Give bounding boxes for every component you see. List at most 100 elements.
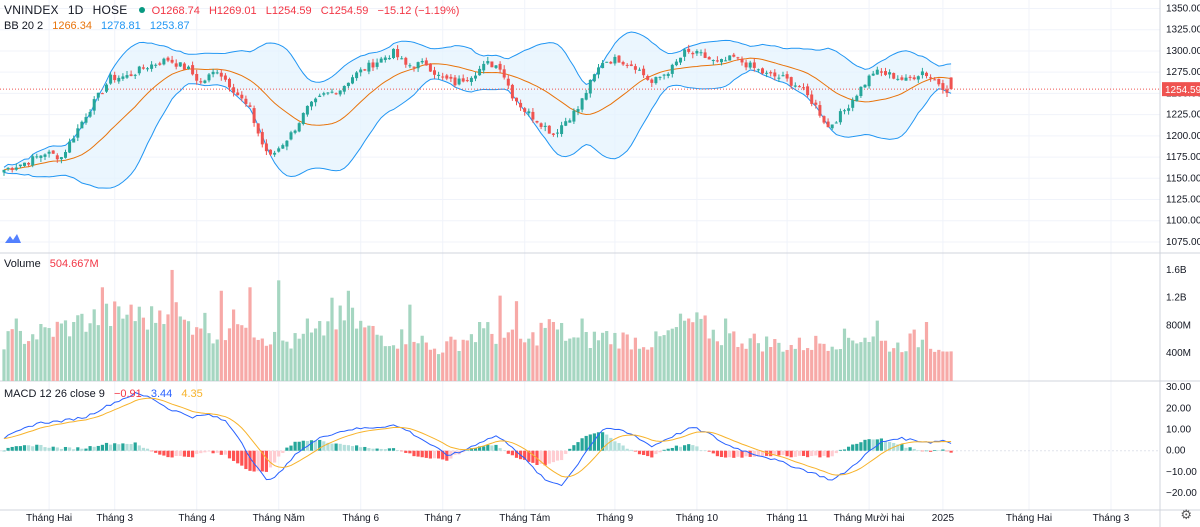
candle-body (248, 105, 252, 107)
candle-body (170, 59, 174, 63)
macd-histogram-bar (232, 450, 236, 461)
macd-histogram-bar (674, 445, 678, 451)
volume-bar (543, 327, 547, 381)
macd-histogram-bar (289, 445, 293, 451)
macd-histogram-bar (797, 450, 801, 456)
candle-body (285, 140, 289, 147)
ohlc-change: −15.12 (−1.19%) (377, 5, 460, 17)
candle-body (625, 64, 629, 66)
macd-histogram-bar (941, 449, 945, 451)
volume-bar (699, 318, 703, 381)
volume-bar (412, 341, 416, 381)
macd-histogram-bar (707, 450, 711, 452)
macd-histogram-bar (416, 450, 420, 457)
candle-body (223, 75, 227, 80)
volume-bar (215, 339, 219, 381)
macd-histogram-bar (601, 432, 605, 451)
volume-tick-label: 1.6B (1166, 265, 1187, 276)
macd-series (0, 391, 1160, 487)
bb-lower-line (3, 69, 952, 189)
macd-histogram-bar (424, 450, 428, 458)
candle-body (847, 108, 851, 111)
macd-histogram-bar (35, 444, 39, 451)
macd-histogram-bar (830, 450, 834, 457)
candle-body (732, 54, 736, 57)
macd-histogram-bar (621, 445, 625, 451)
macd-histogram-bar (432, 450, 437, 459)
volume-bar (322, 335, 326, 381)
candle-body (392, 48, 395, 59)
candle-body (535, 121, 539, 123)
candle-body (925, 72, 928, 77)
volume-bar (933, 351, 937, 381)
volume-bar (740, 343, 744, 381)
candle-body (720, 59, 723, 63)
volume-bar (355, 328, 359, 381)
volume-bar (490, 333, 494, 381)
candlestick-series[interactable] (2, 44, 953, 176)
candle-body (416, 62, 420, 69)
volume-bar (510, 329, 514, 381)
volume-bar (244, 327, 248, 381)
candle-body (35, 156, 39, 158)
volume-bar (22, 343, 27, 381)
volume-bar (596, 340, 601, 381)
candle-body (297, 123, 301, 132)
macd-histogram-bar (605, 434, 609, 451)
macd-histogram-bar (728, 450, 732, 458)
volume-bar (264, 345, 268, 381)
tradingview-logo-icon[interactable] (4, 232, 22, 244)
candle-body (785, 74, 789, 79)
candle-body (109, 74, 113, 84)
candle-body (162, 58, 166, 65)
volume-bar (613, 332, 617, 381)
macd-histogram-bar (502, 450, 506, 451)
macd-histogram-bar (740, 450, 744, 458)
volume-bar (178, 316, 182, 381)
macd-legend[interactable]: MACD 12 26 close 9 −0.91 3.44 4.35 (4, 388, 209, 400)
macd-histogram-bar (367, 448, 371, 451)
volume-bar (478, 322, 482, 381)
volume-bar (437, 354, 441, 381)
macd-histogram-bar (769, 450, 773, 457)
volume-bar (449, 336, 453, 381)
volume-tick-label: 800M (1166, 320, 1191, 331)
candle-body (605, 61, 609, 63)
volume-bar (18, 330, 22, 381)
macd-histogram-bar (437, 450, 441, 459)
candle-body (59, 157, 63, 160)
macd-histogram-bar (145, 448, 150, 451)
candle-body (875, 69, 879, 75)
volume-bar (822, 343, 826, 381)
candle-body (617, 55, 621, 63)
candle-body (203, 80, 207, 83)
macd-histogram-bar (900, 444, 904, 451)
symbol-label[interactable]: VNINDEX (4, 3, 59, 17)
volume-bar (72, 322, 76, 381)
volume-legend-name: Volume (4, 258, 41, 270)
macd-histogram-bar (752, 450, 756, 457)
volume-bar (219, 290, 223, 381)
candle-body (560, 125, 564, 134)
candle-body (687, 48, 691, 52)
bb-legend-name: BB 20 2 (4, 20, 44, 32)
volume-bar (248, 287, 252, 381)
gear-icon[interactable]: ⚙ (1180, 507, 1192, 522)
volume-bar (785, 349, 789, 381)
macd-histogram-bar (92, 446, 96, 451)
candle-body (178, 62, 182, 67)
candle-body (789, 77, 793, 86)
candle-body (633, 66, 637, 70)
volume-bar (760, 351, 765, 381)
candle-body (740, 58, 744, 63)
volume-bar (453, 339, 457, 381)
macd-histogram-bar (847, 446, 851, 451)
candle-body (117, 77, 121, 82)
volume-legend[interactable]: Volume 504.667M (4, 258, 105, 270)
volume-bar (637, 348, 642, 381)
macd-histogram-bar (683, 445, 687, 451)
interval-label[interactable]: 1D (67, 3, 84, 17)
macd-histogram-bar (2, 450, 6, 452)
bb-legend[interactable]: BB 20 2 1266.34 1278.81 1253.87 (4, 20, 196, 32)
